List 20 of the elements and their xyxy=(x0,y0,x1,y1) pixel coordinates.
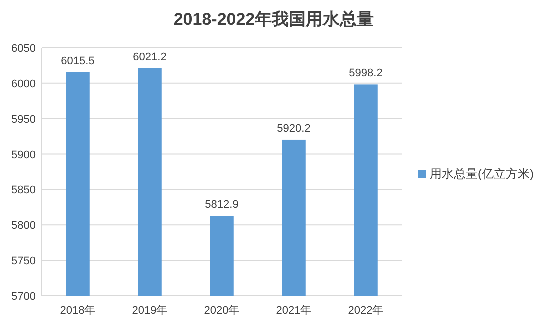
y-tick-label: 5700 xyxy=(12,291,36,303)
x-tick-label: 2020年 xyxy=(204,305,240,317)
x-tick-label: 2019年 xyxy=(132,305,168,317)
data-label: 6021.2 xyxy=(133,51,167,64)
y-tick-label: 6000 xyxy=(12,78,36,90)
y-tick-label: 5750 xyxy=(12,256,36,268)
data-label: 6015.5 xyxy=(61,55,95,68)
x-tick-label: 2018年 xyxy=(60,305,96,317)
chart-title: 2018-2022年我国用水总量 xyxy=(174,10,374,29)
x-tick-label: 2021年 xyxy=(276,305,312,317)
data-label: 5920.2 xyxy=(277,122,311,135)
y-tick-label: 5800 xyxy=(12,220,36,232)
y-tick-label: 5850 xyxy=(12,184,36,197)
y-tick-label: 6050 xyxy=(12,43,36,55)
data-label: 5812.9 xyxy=(205,199,239,211)
legend-label: 用水总量(亿立方米) xyxy=(430,167,534,181)
y-tick-label: 5900 xyxy=(12,149,36,162)
y-tick-label: 5950 xyxy=(12,114,36,126)
data-label: 5998.2 xyxy=(349,68,383,80)
x-tick-label: 2022年 xyxy=(348,305,384,317)
